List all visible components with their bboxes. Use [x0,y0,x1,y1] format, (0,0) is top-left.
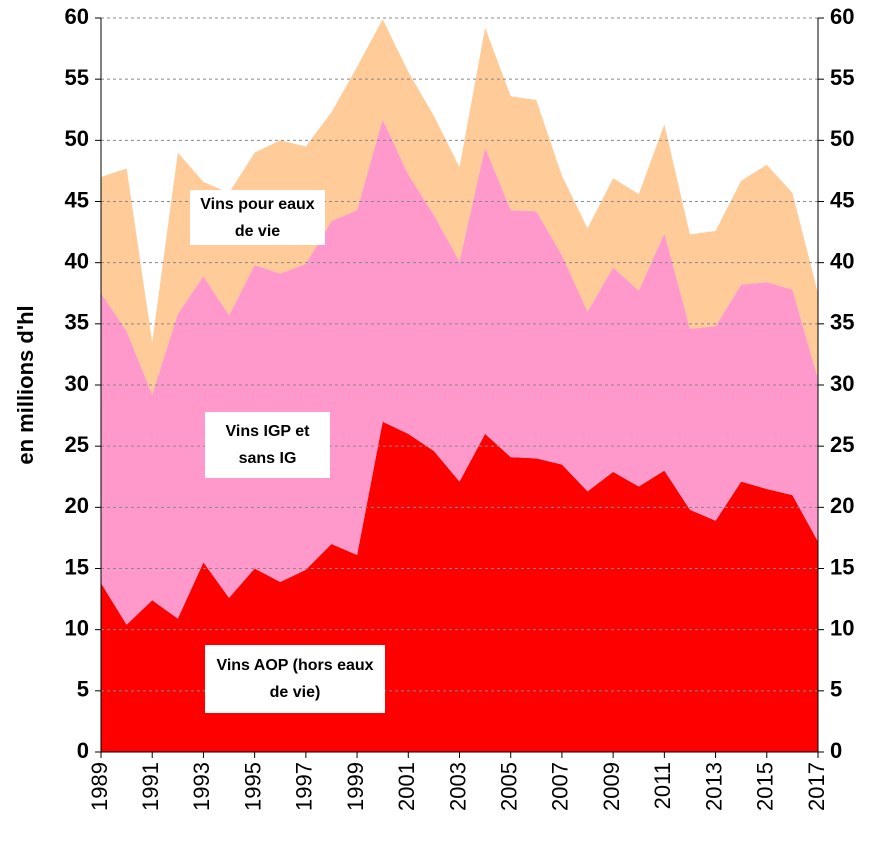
y2-tick-label: 25 [830,432,854,457]
area [101,19,818,395]
x-tick-label: 2003 [445,762,470,811]
x-tick-label: 2009 [599,762,624,811]
x-tick-label: 2013 [701,762,726,811]
y-tick-label: 15 [65,554,89,579]
x-tick-label: 2015 [753,762,778,811]
y-tick-label: 25 [65,432,89,457]
y-tick-label: 60 [65,4,89,29]
y2-tick-label: 55 [830,65,854,90]
y-axis-label: en millions d'hl [13,305,38,464]
y2-tick-label: 20 [830,493,854,518]
y2-tick-label: 60 [830,4,854,29]
y-tick-label: 5 [77,677,89,702]
x-tick-label: 2017 [804,762,829,811]
y-tick-label: 55 [65,65,89,90]
x-tick-label: 2007 [548,762,573,811]
y-tick-label: 0 [77,738,89,763]
x-tick-label: 2005 [497,762,522,811]
series-label: Vins IGP et sans IG [205,412,330,478]
y-tick-label: 45 [65,187,89,212]
y2-tick-label: 10 [830,615,854,640]
y2-tick-label: 45 [830,187,854,212]
y2-tick-label: 15 [830,554,854,579]
y-tick-label: 20 [65,493,89,518]
y2-tick-label: 50 [830,126,854,151]
x-tick-label: 1993 [189,762,214,811]
y2-tick-label: 0 [830,738,842,763]
y-tick-label: 10 [65,615,89,640]
y2-tick-label: 35 [830,310,854,335]
x-tick-label: 1995 [240,762,265,811]
series-label: Vins AOP (hors eaux de vie) [205,645,385,713]
y2-tick-label: 40 [830,248,854,273]
series-label: Vins pour eaux de vie [190,190,325,245]
x-tick-label: 1997 [292,762,317,811]
x-tick-label: 1999 [343,762,368,811]
y-tick-label: 30 [65,371,89,396]
area [101,119,818,625]
y2-tick-label: 5 [830,677,842,702]
y-tick-label: 35 [65,310,89,335]
x-tick-label: 2001 [394,762,419,811]
y-tick-label: 40 [65,248,89,273]
x-tick-label: 2011 [650,762,675,809]
y-tick-label: 50 [65,126,89,151]
x-tick-label: 1991 [138,762,163,811]
x-tick-label: 1989 [87,762,112,811]
y2-tick-label: 30 [830,371,854,396]
